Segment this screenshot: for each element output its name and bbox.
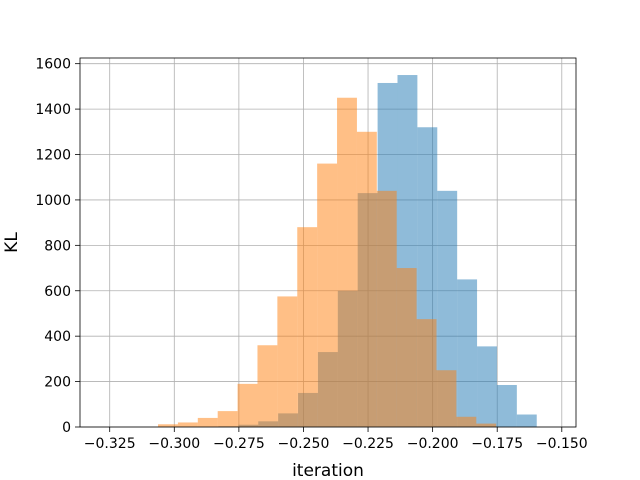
histogram-bar xyxy=(237,383,258,427)
histogram-bar xyxy=(496,384,517,427)
y-tick-label: 400 xyxy=(44,329,71,345)
y-tick-label: 1200 xyxy=(35,148,71,164)
histogram-bar xyxy=(436,370,457,427)
histogram-bar xyxy=(197,417,218,427)
histogram-bar xyxy=(297,227,318,427)
histogram-bar xyxy=(257,345,278,427)
histogram-bar xyxy=(317,163,338,428)
histogram-bar xyxy=(356,131,377,428)
histogram-bar xyxy=(477,346,497,427)
histogram-bar xyxy=(158,424,178,427)
y-tick-label: 1600 xyxy=(35,57,71,73)
y-tick-label: 600 xyxy=(44,284,71,300)
y-tick-label: 1000 xyxy=(35,193,71,209)
y-tick-label: 800 xyxy=(44,238,71,254)
x-tick-label: −0.300 xyxy=(148,436,200,452)
x-axis-label: iteration xyxy=(292,461,364,480)
histogram-bar xyxy=(476,423,497,427)
histogram-bar xyxy=(277,296,298,427)
axis-ticks: −0.325 −0.300 −0.275 −0.250 −0.225 −0.200 −0.1… xyxy=(35,57,587,452)
histogram-bar xyxy=(457,279,478,427)
histogram-series-2 xyxy=(158,97,497,428)
plot-frame xyxy=(79,57,577,428)
histogram-bars xyxy=(158,75,537,428)
histogram-bar xyxy=(337,97,357,427)
histogram-bar xyxy=(396,268,417,427)
y-axis-label: KL xyxy=(2,232,22,253)
histogram-bar xyxy=(416,319,437,427)
histogram-bar xyxy=(376,190,397,427)
y-tick-label: 1400 xyxy=(35,102,71,118)
y-tick-label: 200 xyxy=(44,375,71,391)
histogram-bar xyxy=(437,190,458,427)
x-tick-label: −0.325 xyxy=(84,436,136,452)
x-tick-label: −0.250 xyxy=(278,436,330,452)
histogram-bar xyxy=(456,416,477,427)
x-tick-label: −0.200 xyxy=(407,436,459,452)
x-tick-label: −0.275 xyxy=(213,436,265,452)
y-tick-label: 0 xyxy=(62,420,71,436)
x-tick-label: −0.150 xyxy=(536,436,588,452)
histogram-bar xyxy=(516,414,537,427)
x-tick-label: −0.175 xyxy=(471,436,523,452)
histogram-bar xyxy=(177,422,198,427)
histogram-bar xyxy=(217,411,238,427)
x-tick-label: −0.225 xyxy=(342,436,394,452)
